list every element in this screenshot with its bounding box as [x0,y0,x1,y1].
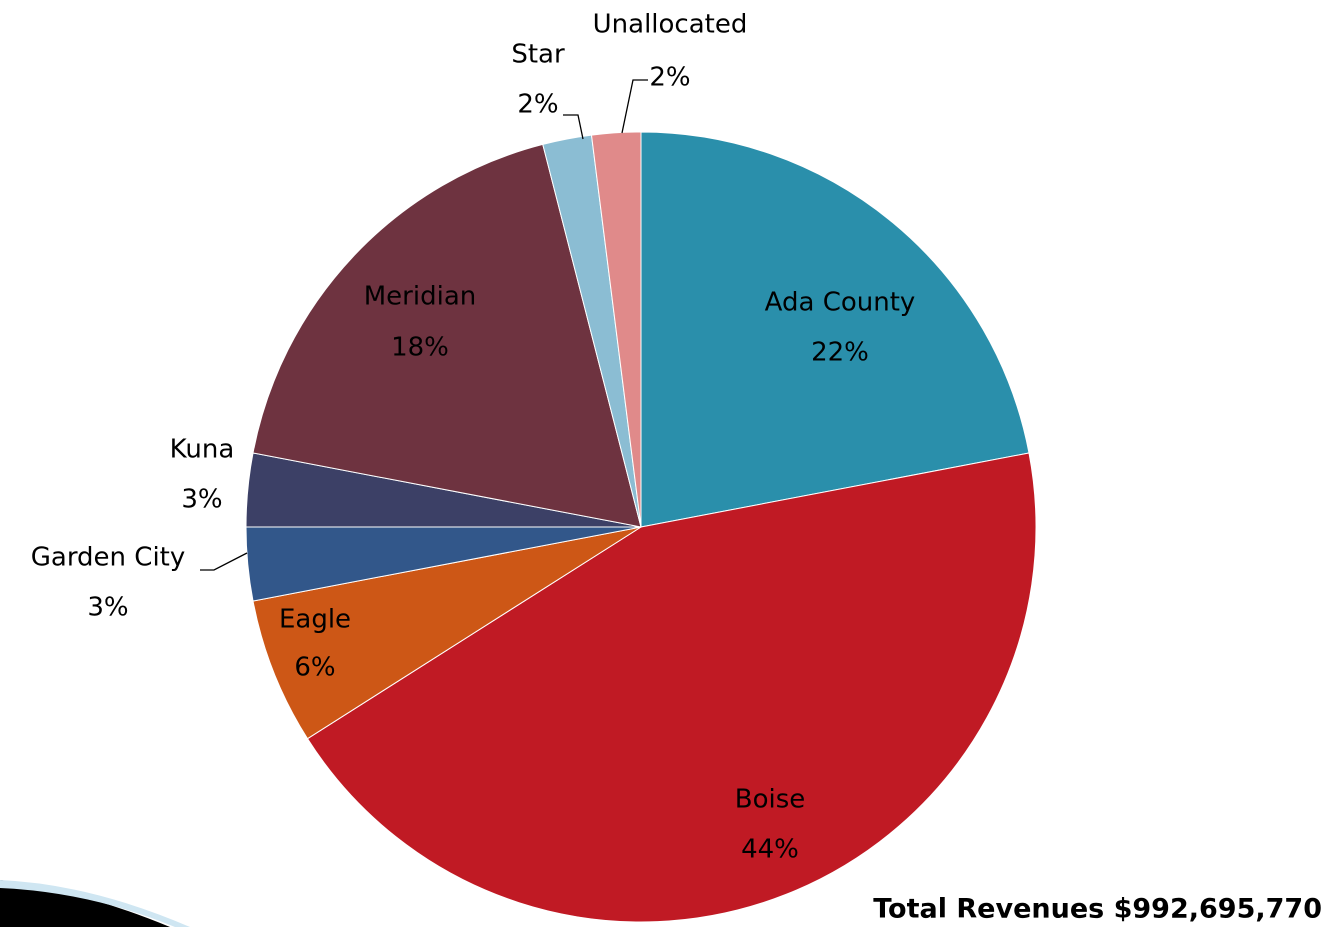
value-label: 2% [649,63,690,93]
value-label: 22% [811,338,869,368]
slice-label: Ada County [765,288,916,318]
pie [245,131,1037,923]
decoration [0,880,190,927]
slice-label: Star [511,40,565,70]
slice-label: Eagle [279,605,351,635]
leader-lines [200,79,648,571]
annotation: Total Revenues $992,695,770 [873,894,1322,925]
slice-label: Garden City [31,543,186,573]
slice-label: Kuna [170,435,235,465]
pie-slice [306,452,1037,923]
pie-slice [590,131,642,528]
value-label: 2% [517,90,558,120]
leader-line [563,114,584,140]
leader-line [621,79,648,134]
value-label: 6% [294,653,335,683]
decoration [0,880,170,927]
pie-slice [252,526,642,740]
value-label: 18% [391,333,449,363]
value-label: 44% [741,835,799,865]
slice-label: Boise [735,785,806,815]
leader-line [200,552,248,571]
slice-label: Unallocated [593,10,748,40]
pie-slice [640,131,1030,528]
pie-slice [252,143,642,528]
slice-label: Meridian [364,282,476,312]
value-label: 3% [87,593,128,623]
value-label: 3% [181,485,222,515]
